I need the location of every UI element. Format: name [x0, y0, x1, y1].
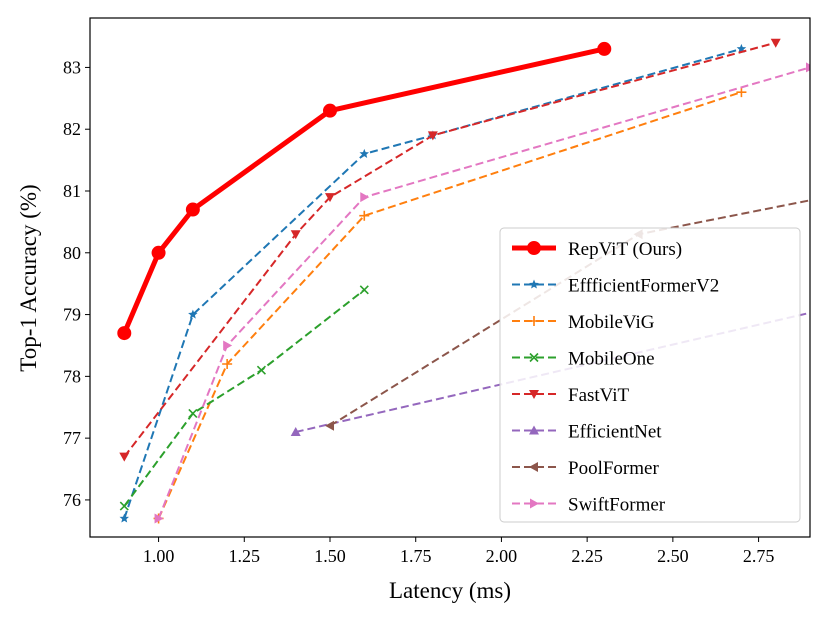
legend-item-effficientformerv2: EffficientFormerV2 [512, 276, 719, 297]
legend-marker-mobilevig [529, 316, 539, 326]
data-point-fastvit [770, 38, 781, 48]
series-layer [117, 38, 810, 524]
legend-item-fastvit: FastViT [512, 385, 630, 406]
y-axis-ticks: 76 77 78 79 80 81 82 83 [63, 57, 90, 510]
legend-item-mobileone: MobileOne [512, 349, 655, 370]
data-point-repvit-ours [323, 103, 337, 118]
x-tick-label: 2.25 [571, 546, 603, 566]
y-tick-label: 79 [63, 305, 81, 325]
x-axis-ticks: 1.00 1.25 1.50 1.75 2.00 2.25 2.50 2.75 [143, 537, 775, 566]
legend-marker-mobileone [529, 352, 539, 363]
data-point-effficientformerv2 [119, 513, 129, 523]
data-point-mobileone [359, 285, 369, 295]
legend-label-mobilevig: MobileViG [568, 312, 655, 333]
legend-marker-repvit-ours [527, 241, 541, 255]
legend-item-repvit-ours: RepViT (Ours) [512, 239, 682, 260]
legend-marker-efficientnet [529, 425, 539, 435]
x-tick-label: 1.25 [229, 546, 261, 566]
series-swiftformer [154, 62, 810, 524]
legend-marker-effficientformerv2 [529, 279, 539, 289]
legend-box [499, 227, 801, 523]
legend-item-poolformer: PoolFormer [512, 458, 659, 479]
series-repvit-ours [117, 41, 612, 341]
x-tick-label: 2.00 [486, 546, 518, 566]
y-tick-label: 78 [63, 366, 81, 386]
y-axis-label: Top-1 Accuracy (%) [16, 184, 41, 371]
legend-label-mobileone: MobileOne [568, 349, 655, 370]
data-point-fastvit [325, 193, 335, 203]
series-mobileone [119, 285, 369, 511]
data-point-mobilevig [736, 87, 747, 98]
legend-label-fastvit: FastViT [568, 385, 630, 406]
data-point-mobileone [119, 501, 129, 511]
x-tick-label: 1.75 [400, 546, 432, 566]
legend-label-effficientformerv2: EffficientFormerV2 [568, 276, 719, 297]
x-axis-label: Latency (ms) [389, 578, 511, 603]
y-tick-label: 81 [63, 181, 81, 201]
data-point-effficientformerv2 [188, 309, 198, 319]
data-point-swiftformer [360, 192, 370, 203]
series-line-mobileone [123, 289, 365, 507]
data-point-repvit-ours [185, 202, 200, 217]
data-point-poolformer [325, 420, 334, 431]
series-line-efficientnet [295, 311, 810, 433]
data-point-fastvit [427, 131, 438, 141]
data-point-mobileone [256, 365, 266, 375]
y-tick-label: 82 [63, 119, 81, 139]
legend-label-repvit-ours: RepViT (Ours) [568, 239, 682, 260]
data-point-swiftformer [154, 513, 164, 524]
data-point-fastvit [119, 452, 130, 462]
legend-item-efficientnet: EfficientNet [512, 422, 662, 443]
y-tick-label: 77 [63, 428, 81, 448]
legend-item-swiftformer: SwiftFormer [512, 495, 666, 516]
y-tick-label: 83 [63, 57, 81, 77]
y-tick-label: 76 [63, 490, 81, 510]
legend-marker-fastvit [529, 390, 539, 399]
legend-marker-poolformer [529, 462, 538, 472]
data-point-effficientformerv2 [359, 148, 369, 158]
legend-label-poolformer: PoolFormer [568, 458, 659, 479]
data-point-swiftformer [806, 62, 810, 73]
x-tick-label: 2.50 [657, 546, 689, 566]
x-tick-label: 2.75 [743, 546, 775, 566]
data-point-effficientformerv2 [736, 43, 747, 53]
x-tick-label: 1.00 [143, 546, 175, 566]
series-fastvit [119, 38, 781, 462]
legend-item-mobilevig: MobileViG [512, 312, 655, 333]
data-point-mobilevig [222, 359, 233, 369]
data-point-mobileone [188, 408, 198, 418]
data-point-swiftformer [223, 340, 233, 351]
data-point-fastvit [290, 230, 301, 240]
data-point-efficientnet [290, 426, 301, 436]
data-point-repvit-ours [597, 41, 612, 56]
legend-label-efficientnet: EfficientNet [568, 422, 662, 443]
y-tick-label: 80 [63, 243, 81, 263]
legend: RepViT (Ours) EffficientFormerV2 MobileViG… [499, 227, 801, 523]
series-line-mobilevig [157, 91, 742, 519]
legend-label-swiftformer: SwiftFormer [568, 495, 666, 516]
data-point-mobilevig [359, 210, 370, 221]
data-point-repvit-ours [151, 245, 166, 260]
plot-frame [89, 17, 811, 538]
data-point-repvit-ours [117, 326, 132, 341]
series-efficientnet [290, 311, 810, 436]
legend-marker-swiftformer [530, 498, 539, 509]
x-tick-label: 1.50 [314, 546, 346, 566]
